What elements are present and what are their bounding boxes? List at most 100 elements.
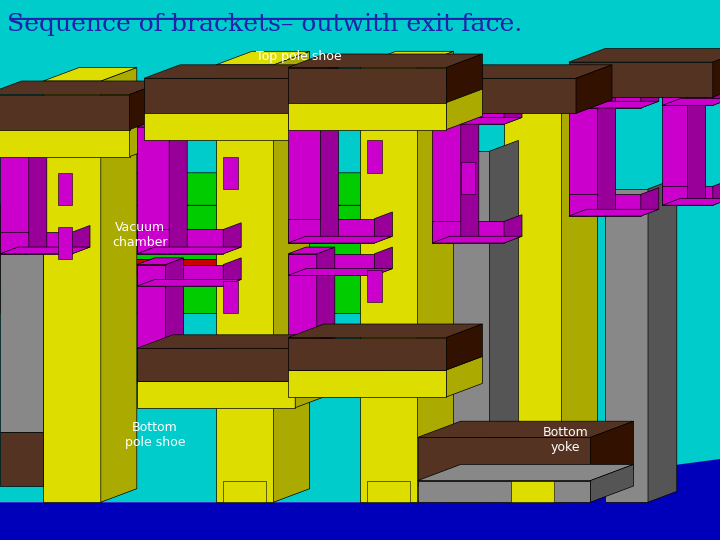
Polygon shape (137, 377, 241, 383)
Polygon shape (569, 102, 659, 108)
Polygon shape (641, 188, 659, 216)
Polygon shape (0, 205, 518, 259)
Polygon shape (144, 65, 338, 78)
Polygon shape (688, 80, 706, 205)
Polygon shape (288, 219, 374, 243)
Polygon shape (713, 179, 720, 205)
Polygon shape (216, 51, 310, 65)
Polygon shape (216, 65, 274, 502)
Polygon shape (662, 99, 720, 105)
Polygon shape (223, 258, 241, 286)
Polygon shape (137, 381, 295, 408)
Polygon shape (0, 119, 72, 140)
Polygon shape (29, 112, 47, 254)
Polygon shape (569, 62, 713, 97)
Polygon shape (360, 65, 418, 502)
Polygon shape (446, 324, 482, 370)
Polygon shape (288, 338, 446, 370)
Polygon shape (0, 275, 518, 313)
Polygon shape (367, 270, 382, 302)
Polygon shape (288, 92, 320, 243)
Polygon shape (137, 258, 184, 265)
Polygon shape (169, 96, 187, 254)
Polygon shape (288, 86, 482, 100)
Polygon shape (137, 280, 241, 286)
Polygon shape (432, 78, 576, 113)
Polygon shape (511, 481, 554, 502)
Polygon shape (288, 247, 335, 254)
Polygon shape (137, 230, 223, 254)
Polygon shape (137, 348, 295, 381)
Polygon shape (144, 97, 338, 111)
Polygon shape (432, 117, 522, 124)
Polygon shape (130, 113, 166, 157)
Polygon shape (367, 140, 382, 173)
Polygon shape (713, 80, 720, 105)
Polygon shape (0, 81, 166, 94)
Polygon shape (0, 94, 130, 130)
Polygon shape (58, 173, 72, 205)
Polygon shape (223, 281, 238, 313)
Polygon shape (446, 86, 482, 130)
Polygon shape (518, 243, 576, 313)
Polygon shape (288, 54, 482, 68)
Polygon shape (569, 80, 616, 86)
Polygon shape (0, 134, 90, 140)
Polygon shape (223, 481, 266, 502)
Polygon shape (518, 227, 576, 275)
Polygon shape (0, 173, 576, 205)
Polygon shape (288, 237, 392, 243)
Polygon shape (274, 51, 310, 502)
Polygon shape (130, 81, 166, 130)
Polygon shape (0, 432, 43, 486)
Polygon shape (374, 212, 392, 243)
Polygon shape (288, 366, 392, 373)
Polygon shape (137, 335, 331, 348)
Polygon shape (374, 247, 392, 275)
Polygon shape (317, 247, 335, 373)
Polygon shape (662, 199, 720, 205)
Polygon shape (58, 227, 72, 259)
Polygon shape (295, 335, 331, 381)
Polygon shape (432, 221, 504, 243)
Polygon shape (137, 265, 166, 383)
Polygon shape (288, 356, 482, 370)
Polygon shape (288, 68, 446, 103)
Polygon shape (418, 421, 634, 437)
Polygon shape (432, 96, 479, 103)
Polygon shape (288, 109, 392, 116)
Polygon shape (0, 243, 43, 432)
Polygon shape (137, 103, 169, 254)
Polygon shape (418, 481, 590, 502)
Polygon shape (302, 65, 338, 113)
Polygon shape (504, 96, 522, 124)
Polygon shape (288, 351, 374, 373)
Polygon shape (576, 65, 612, 113)
Polygon shape (504, 97, 562, 502)
Text: Sequence of brackets– outwith exit face.: Sequence of brackets– outwith exit face. (7, 14, 523, 37)
Polygon shape (713, 49, 720, 97)
Polygon shape (569, 210, 659, 216)
Polygon shape (0, 113, 166, 127)
Polygon shape (590, 421, 634, 486)
Polygon shape (418, 464, 634, 481)
Polygon shape (432, 103, 461, 243)
Polygon shape (295, 367, 331, 408)
Polygon shape (641, 80, 659, 108)
Polygon shape (374, 345, 392, 373)
Text: Vacuum
chamber: Vacuum chamber (112, 221, 168, 249)
Polygon shape (288, 92, 374, 116)
Polygon shape (72, 226, 90, 254)
Polygon shape (288, 324, 482, 338)
Text: Bottom
pole shoe: Bottom pole shoe (125, 421, 185, 449)
Polygon shape (223, 157, 238, 189)
Polygon shape (446, 356, 482, 397)
Polygon shape (662, 86, 688, 205)
Polygon shape (662, 186, 713, 205)
Polygon shape (137, 120, 241, 127)
Polygon shape (432, 103, 504, 124)
Polygon shape (137, 367, 331, 381)
Polygon shape (288, 370, 446, 397)
Polygon shape (0, 247, 90, 254)
Polygon shape (223, 355, 241, 383)
